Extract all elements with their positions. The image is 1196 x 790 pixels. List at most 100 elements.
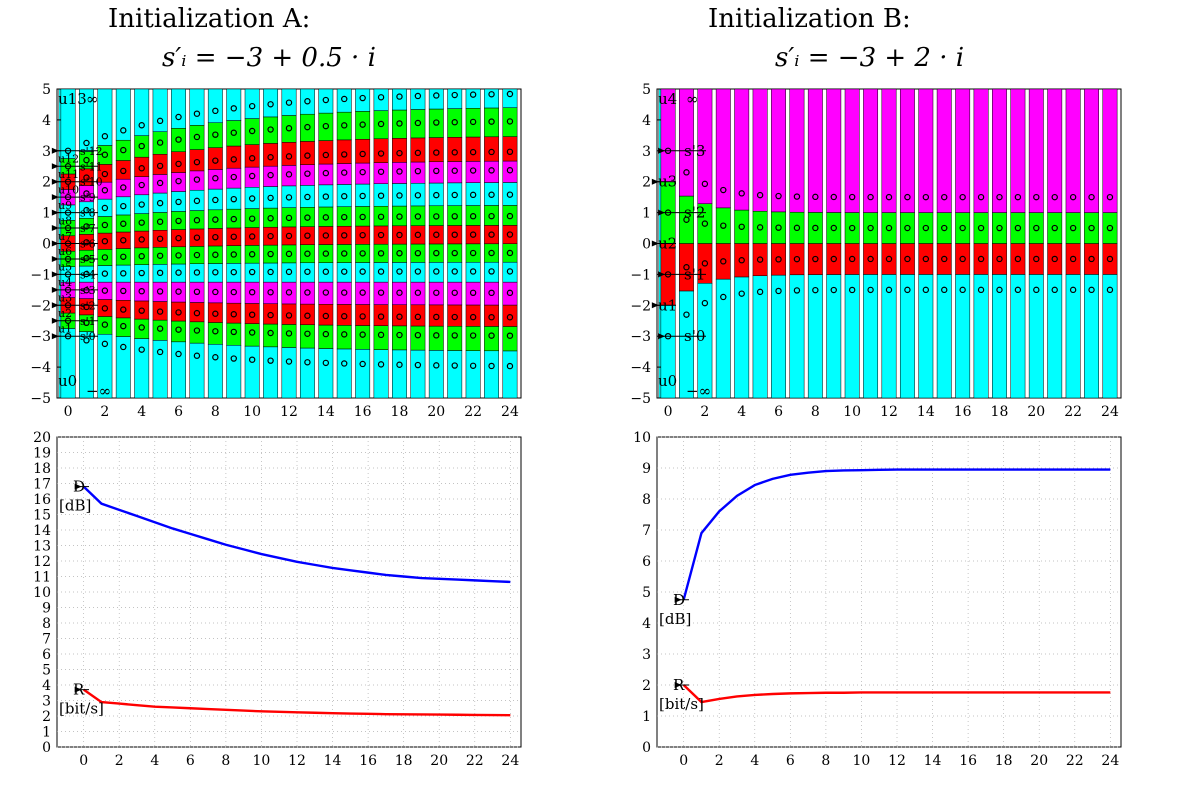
cell xyxy=(336,304,352,326)
cell xyxy=(226,187,242,210)
level-point xyxy=(451,362,458,369)
level-point xyxy=(138,236,145,243)
cell xyxy=(115,248,131,266)
level-point xyxy=(488,249,495,257)
cell xyxy=(299,303,315,326)
cell xyxy=(115,139,131,161)
level-point xyxy=(285,358,293,365)
x-tick-label: 12 xyxy=(888,753,906,769)
level-point xyxy=(285,330,293,337)
level-point xyxy=(138,307,145,314)
level-point xyxy=(138,253,145,260)
cell xyxy=(134,194,150,214)
cell xyxy=(771,243,786,276)
level-point xyxy=(285,99,293,106)
level-point xyxy=(469,362,477,369)
arrow-head xyxy=(51,178,59,185)
level-point xyxy=(414,119,422,127)
cell xyxy=(992,88,1007,213)
level-point xyxy=(193,288,201,296)
cell xyxy=(355,111,371,140)
cell xyxy=(115,300,131,319)
level-point xyxy=(83,223,90,230)
arrow-head xyxy=(658,333,666,340)
cell xyxy=(263,116,279,144)
cell xyxy=(244,166,260,188)
cell xyxy=(410,88,426,110)
level-point xyxy=(396,149,403,157)
cell xyxy=(207,169,223,190)
cell xyxy=(752,243,768,277)
cell xyxy=(299,262,315,283)
level-point xyxy=(322,359,330,367)
cell xyxy=(171,211,186,230)
cell xyxy=(171,320,186,343)
level-point xyxy=(101,254,109,261)
x-tick-label: 24 xyxy=(1101,404,1119,420)
level-point xyxy=(941,193,948,201)
level-point xyxy=(120,127,127,134)
level-point xyxy=(396,93,403,100)
x-tick-label: 14 xyxy=(917,404,935,420)
cell xyxy=(410,182,426,207)
level-point xyxy=(1088,255,1095,263)
cell xyxy=(226,88,242,121)
cell xyxy=(244,118,260,145)
cell xyxy=(336,163,352,185)
cell xyxy=(428,182,444,207)
title-a: Initialization A: xyxy=(108,4,310,34)
cell xyxy=(281,207,297,228)
cell xyxy=(207,344,223,399)
cell xyxy=(189,189,205,211)
level-point xyxy=(1069,286,1077,294)
level-point xyxy=(738,223,745,230)
y-tick-label: 0 xyxy=(642,740,651,756)
x-tick-label: 6 xyxy=(186,753,195,769)
cell xyxy=(447,205,463,226)
cell xyxy=(428,262,444,283)
level-point xyxy=(904,255,911,263)
cell xyxy=(447,88,463,109)
level-point xyxy=(488,362,495,370)
cell xyxy=(134,300,150,320)
cell xyxy=(244,281,260,304)
level-point xyxy=(341,213,348,221)
level-point xyxy=(451,268,458,275)
level-point xyxy=(248,356,256,363)
level-point xyxy=(848,255,856,263)
level-point xyxy=(230,129,237,136)
level-point xyxy=(304,170,311,177)
cell xyxy=(171,229,186,248)
cell xyxy=(1047,88,1063,213)
cell xyxy=(263,165,279,187)
cell xyxy=(318,226,334,245)
cell xyxy=(134,176,150,196)
cell xyxy=(244,303,260,324)
level-point xyxy=(451,167,458,174)
cell xyxy=(336,348,352,399)
x-tick-label: 14 xyxy=(924,753,942,769)
level-point xyxy=(248,102,256,110)
level-point xyxy=(285,268,293,276)
level-point xyxy=(433,191,440,199)
annotation-u: u3 xyxy=(58,292,72,305)
cell xyxy=(502,160,518,183)
cell xyxy=(171,88,186,129)
cell xyxy=(1065,88,1081,213)
y-tick-label: 2 xyxy=(642,175,651,191)
x-tick-label: 18 xyxy=(995,753,1013,769)
cell xyxy=(355,162,371,185)
cell xyxy=(226,281,242,304)
level-point xyxy=(488,148,495,156)
series-line-R xyxy=(82,688,511,717)
cell xyxy=(502,281,518,306)
x-tick-label: 16 xyxy=(954,404,972,420)
series-unit-D: [dB] xyxy=(59,497,91,515)
annotation-u: u11 xyxy=(58,168,79,181)
y-tick-label: −2 xyxy=(30,298,51,314)
level-point xyxy=(977,286,985,294)
y-tick-label: 7 xyxy=(42,632,51,648)
cell xyxy=(134,135,150,158)
level-point xyxy=(212,310,219,317)
cell xyxy=(281,244,297,264)
